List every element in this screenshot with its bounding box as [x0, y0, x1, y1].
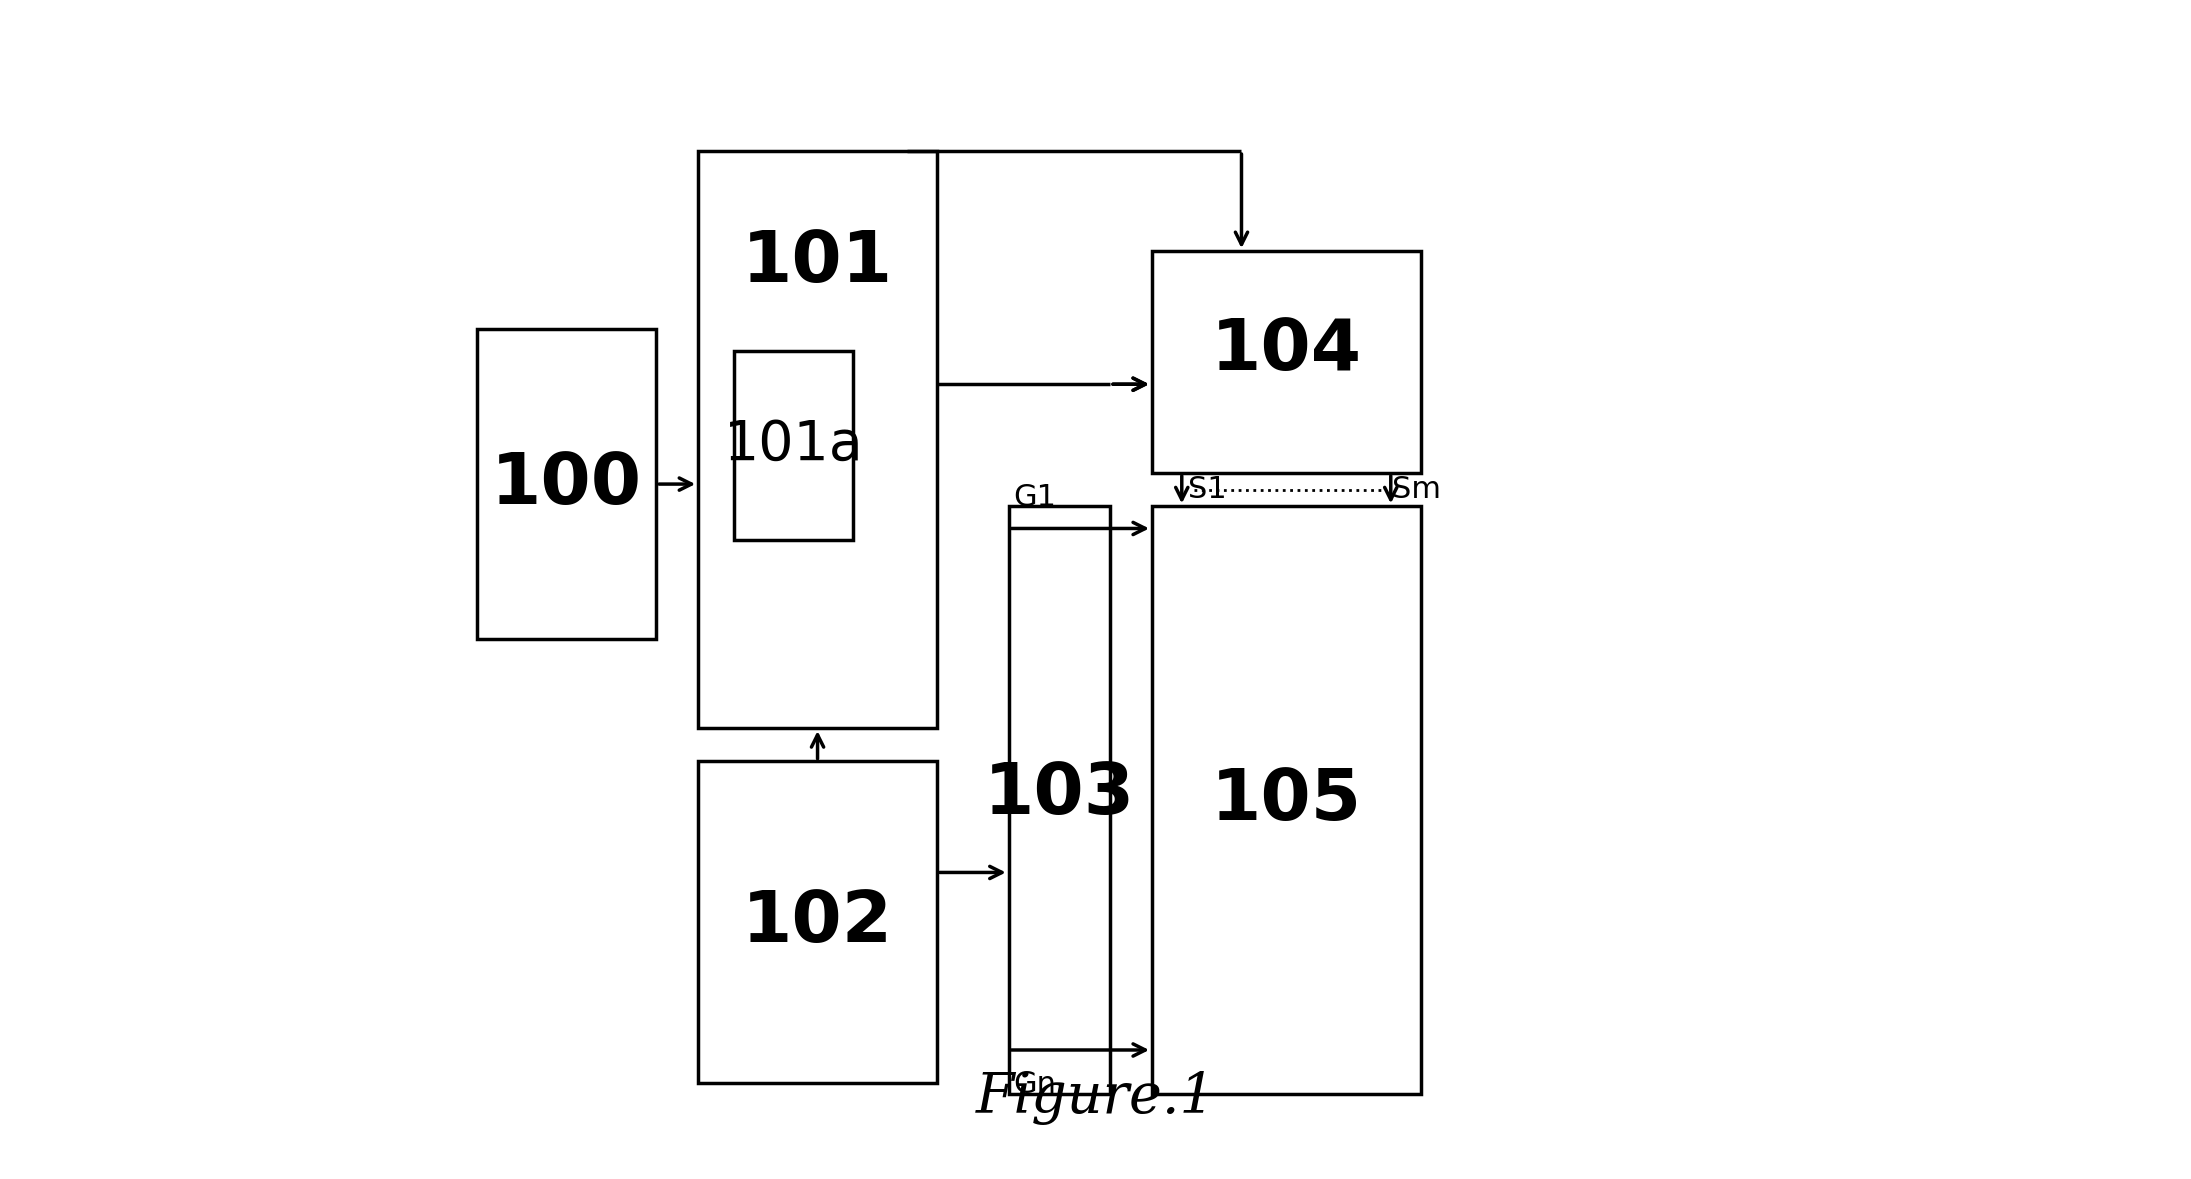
Bar	[478, 329, 657, 639]
Text: 104: 104	[1212, 316, 1363, 386]
Bar	[734, 351, 852, 540]
Bar	[1152, 251, 1420, 473]
Text: 101a: 101a	[723, 419, 863, 473]
Text: Sm: Sm	[1391, 475, 1442, 505]
Text: Gn: Gn	[1014, 1071, 1056, 1099]
Text: G1: G1	[1014, 483, 1056, 512]
Text: Figure.1: Figure.1	[975, 1071, 1216, 1126]
Bar	[1152, 506, 1420, 1094]
Bar	[1008, 506, 1111, 1094]
Text: 103: 103	[984, 760, 1135, 829]
Bar	[699, 151, 938, 729]
Text: 102: 102	[743, 888, 894, 957]
Bar	[699, 762, 938, 1084]
Text: 100: 100	[491, 449, 642, 519]
Text: 105: 105	[1212, 766, 1363, 835]
Text: 101: 101	[743, 228, 894, 297]
Text: S1: S1	[1188, 475, 1227, 505]
